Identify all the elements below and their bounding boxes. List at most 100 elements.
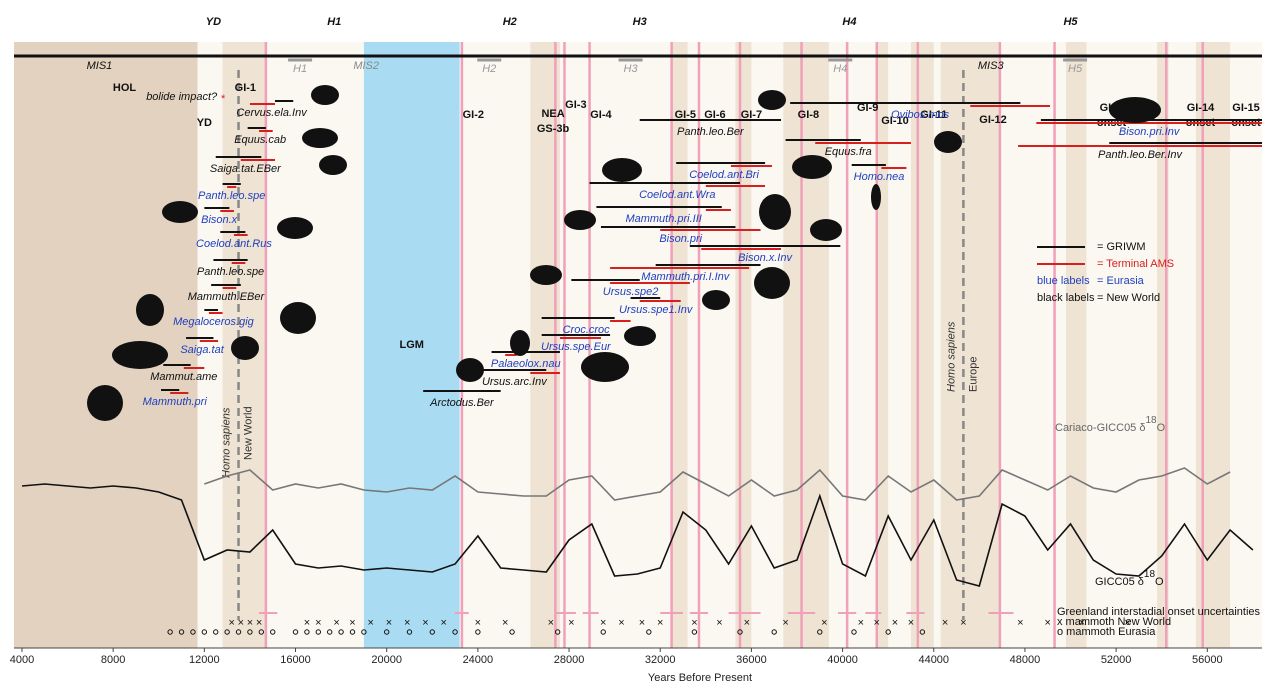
mammoth-new-world: × [422, 617, 428, 629]
mammoth-eurasia [201, 629, 208, 635]
gi-label: GI-2 [463, 109, 484, 121]
heinrich-label: H5 [1063, 16, 1078, 28]
species-label: Coelod.ant.Rus [196, 238, 272, 250]
homo-sapiens-label: Homo sapiens [945, 321, 957, 392]
mammoth-eurasia [509, 629, 515, 635]
heinrich-label: H4 [842, 16, 856, 28]
legend-label: = Eurasia [1097, 275, 1145, 287]
x-tick-label: 28000 [554, 654, 585, 666]
species-label: Bison.pri [659, 233, 702, 245]
x-tick-label: 16000 [280, 654, 311, 666]
mammoth-eurasia [691, 629, 698, 635]
period-label: LGM [400, 339, 424, 351]
mammoth-eurasia [338, 629, 344, 635]
stadial-band [1065, 42, 1087, 648]
mammoth-new-world: × [247, 617, 253, 629]
mammoth-new-world: × [908, 617, 914, 629]
mammoth-new-world: × [858, 617, 864, 629]
heinrich-small-label: H5 [1068, 63, 1083, 75]
species-label: Cervus.ela.Inv [236, 107, 308, 119]
species-label: Ursus.arc.Inv [482, 376, 548, 388]
stadial-band [1157, 42, 1169, 648]
mis-label: MIS1 [87, 60, 113, 72]
heinrich-label: YD [206, 16, 221, 28]
mammoth-eurasia [406, 629, 413, 635]
curve-label-sup: 18 [1144, 569, 1156, 580]
mammoth-eurasia [475, 629, 481, 635]
mammoth-new-world: × [1017, 617, 1023, 629]
gi-label: GI-14 [1187, 102, 1215, 114]
mammoth-eurasia [737, 629, 743, 635]
gi-label: GS-3b [537, 123, 570, 135]
mammoth-new-world: × [942, 617, 948, 629]
marker-legend: x mammoth New World [1057, 616, 1171, 628]
gi-label: GI-1 [235, 82, 256, 94]
mammoth-eurasia [247, 629, 253, 635]
stadial-band [671, 42, 688, 648]
species-label: Mammut.ame [150, 371, 217, 383]
species-label: Panth.leo.Ber.Inv [1098, 149, 1183, 161]
species-label: Megaloceros.gig [173, 316, 255, 328]
mammoth-eurasia [213, 629, 219, 635]
mammoth-new-world: × [256, 617, 262, 629]
curve-label-name: GICC05 δ [1095, 576, 1144, 588]
curve-label-name: Cariaco-GICC05 δ [1055, 422, 1145, 434]
x-tick-label: 32000 [645, 654, 676, 666]
mammoth-new-world: × [315, 617, 321, 629]
species-label: Coelod.ant.Bri [689, 169, 759, 181]
species-label: Arctodus.Ber [429, 397, 495, 409]
x-tick-label: 24000 [463, 654, 494, 666]
species-label: Bison.x [201, 214, 238, 226]
mammoth-eurasia [885, 629, 891, 635]
gi-label: GI-7 [741, 109, 762, 121]
mammoth-eurasia [304, 629, 310, 635]
mammoth-eurasia [292, 629, 299, 635]
species-label: Saiga.tat.EBer [210, 163, 282, 175]
mammoth-new-world: × [368, 617, 374, 629]
mammoth-eurasia [429, 629, 435, 635]
curve-label: GICC05 δ18O [1095, 569, 1164, 588]
species-label: Coelod.ant.Wra [639, 189, 715, 201]
mammoth-new-world: × [1079, 617, 1085, 629]
mammoth-eurasia [646, 629, 652, 635]
legend-label: = GRIWM [1097, 241, 1146, 253]
species-label: Panth.leo.spe [198, 190, 265, 202]
species-label: Panth.leo.spe [197, 266, 264, 278]
mammoth-eurasia [167, 629, 173, 635]
species-label: Mammuth.pri [143, 396, 208, 408]
x-axis-title: Years Before Present [648, 672, 752, 684]
gi-label: GI-10 [881, 115, 909, 127]
curve-label: Cariaco-GICC05 δ18O [1055, 415, 1166, 434]
mammoth-new-world: × [782, 617, 788, 629]
legend-key: blue labels [1037, 275, 1090, 287]
heinrich-small-label: H1 [293, 63, 307, 75]
legend-label: = New World [1097, 292, 1160, 304]
x-tick-label: 40000 [827, 654, 858, 666]
gi-label: GI-8 [798, 109, 819, 121]
mammoth-eurasia [235, 629, 242, 635]
stadial-band [910, 42, 934, 648]
stadial-band [14, 42, 198, 648]
homo-sapiens-sub: New World [242, 406, 254, 460]
species-label: Ursus.spe2 [603, 286, 659, 298]
mammoth-new-world: × [892, 617, 898, 629]
species-label: Mammuth.EBer [188, 291, 266, 303]
gi-label: GI-3 [565, 99, 586, 111]
mammoth-eurasia [178, 629, 185, 635]
heinrich-label: H1 [327, 16, 341, 28]
legend-label: = Terminal AMS [1097, 258, 1174, 270]
mammoth-eurasia [224, 629, 230, 635]
mammoth-new-world: × [349, 617, 355, 629]
species-label: Ovibos.mos [891, 109, 950, 121]
mammoth-new-world: × [657, 617, 663, 629]
foreground-layer: Homo sapiens New World Homo sapiens Europe 4… [10, 16, 1262, 684]
mammoth-new-world: × [502, 617, 508, 629]
bolide-label: bolide impact? [146, 91, 218, 103]
lgm-band [363, 42, 460, 648]
gi-label: NEA [541, 108, 564, 120]
mammoth-new-world: × [304, 617, 310, 629]
bolide-star: * [221, 93, 226, 105]
mammoth-new-world: × [821, 617, 827, 629]
species-label: Saiga.tat [180, 344, 224, 356]
mammoth-new-world: × [386, 617, 392, 629]
